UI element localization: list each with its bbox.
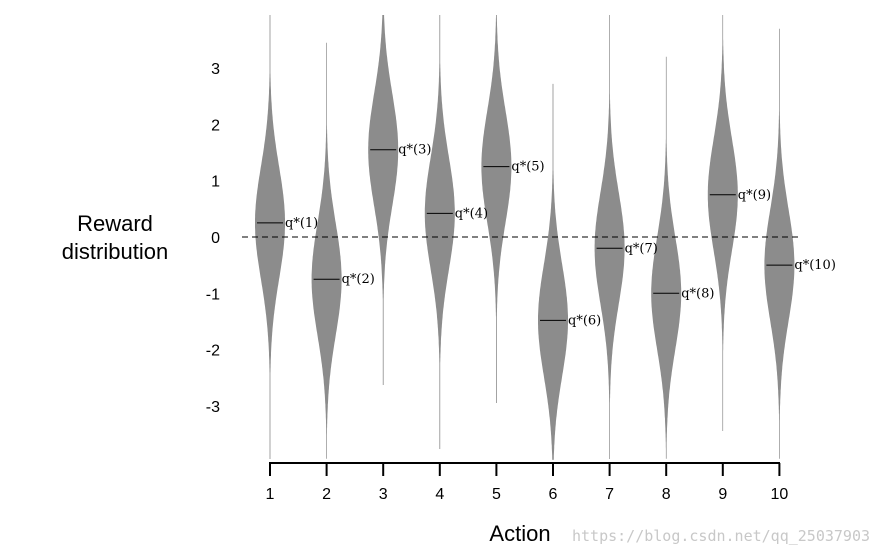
mean-label-9: q*(9) [738, 188, 771, 203]
x-tick-label-4: 4 [435, 486, 444, 503]
violin-4 [424, 15, 455, 449]
y-tick-label-2: 2 [211, 117, 220, 134]
violin-2 [311, 42, 342, 459]
x-tick-label-2: 2 [322, 486, 331, 503]
x-tick-label-6: 6 [549, 486, 558, 503]
x-tick-label-3: 3 [379, 486, 388, 503]
x-tick-label-8: 8 [662, 486, 671, 503]
violin-5 [481, 15, 512, 403]
violin-layer [255, 15, 795, 460]
mean-label-6: q*(6) [568, 313, 601, 328]
y-tick-label--3: -3 [206, 399, 220, 416]
mean-markers-layer: q*(1) q*(2) q*(3) q*(4) q*(5) q*(6) q*(7) q*(8)… [257, 143, 836, 328]
violin-10 [764, 28, 795, 459]
y-tick-label-1: 1 [211, 174, 220, 191]
x-tick-label-5: 5 [492, 486, 501, 503]
y-tick-label-3: 3 [211, 61, 220, 78]
y-tick-label--1: -1 [206, 286, 220, 303]
violin-3 [368, 15, 399, 385]
mean-label-8: q*(8) [681, 286, 714, 301]
y-axis-label-line-2: distribution [62, 239, 168, 264]
y-tick-label--2: -2 [206, 343, 220, 360]
y-axis-label-line-1: Reward [77, 211, 153, 236]
violin-6 [538, 83, 568, 460]
mean-label-10: q*(10) [794, 258, 836, 273]
mean-label-1: q*(1) [285, 216, 318, 231]
violin-8 [651, 56, 682, 459]
x-tick-layer: 1 2 3 4 5 6 7 8 9 10 [266, 463, 789, 503]
mean-label-5: q*(5) [511, 160, 544, 175]
x-tick-label-9: 9 [718, 486, 727, 503]
x-tick-label-7: 7 [605, 486, 614, 503]
x-tick-label-10: 10 [771, 486, 789, 503]
y-tick-label-0: 0 [211, 230, 220, 247]
violin-1 [255, 15, 285, 459]
x-axis-label: Action [489, 521, 550, 546]
mean-label-2: q*(2) [342, 272, 375, 287]
mean-label-7: q*(7) [625, 241, 658, 256]
mean-label-4: q*(4) [455, 206, 488, 221]
watermark-text: https://blog.csdn.net/qq_25037903 [572, 527, 870, 545]
violin-9 [707, 15, 738, 431]
mean-label-3: q*(3) [398, 143, 431, 158]
y-tick-labels: 3 2 1 0 -1 -2 -3 [206, 61, 220, 416]
violin-7 [594, 15, 625, 459]
x-tick-label-1: 1 [266, 486, 275, 503]
